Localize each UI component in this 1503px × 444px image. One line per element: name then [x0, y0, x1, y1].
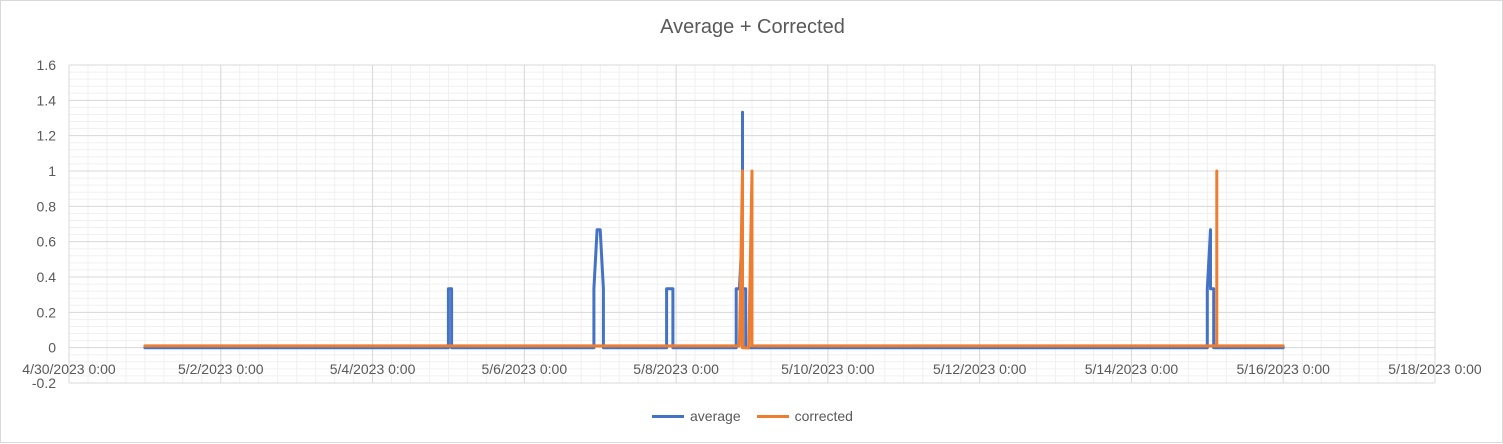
legend: average corrected — [1, 408, 1503, 424]
legend-label-average: average — [690, 408, 741, 424]
x-tick-label: 5/18/2023 0:00 — [1388, 361, 1482, 377]
series-line-average — [143, 110, 1285, 350]
x-tick-label: 4/30/2023 0:00 — [22, 361, 116, 377]
x-tick-label: 5/12/2023 0:00 — [933, 361, 1027, 377]
x-tick-label: 5/14/2023 0:00 — [1085, 361, 1179, 377]
chart-title: Average + Corrected — [660, 16, 845, 38]
x-axis-tick-labels: 4/30/2023 0:00 5/2/2023 0:00 5/4/2023 0:00… — [22, 361, 1482, 377]
legend-item-average: average — [652, 408, 741, 424]
series-lines — [143, 110, 1285, 350]
y-tick-label: 1.6 — [37, 57, 57, 73]
x-tick-label: 5/4/2023 0:00 — [330, 361, 416, 377]
x-tick-label: 5/10/2023 0:00 — [781, 361, 875, 377]
x-tick-label: 5/16/2023 0:00 — [1237, 361, 1331, 377]
y-tick-label: 0.4 — [37, 269, 57, 285]
legend-swatch-corrected — [756, 414, 789, 418]
series-line-corrected — [143, 169, 1285, 350]
y-tick-label: 0 — [48, 340, 56, 356]
legend-item-corrected: corrected — [756, 408, 853, 424]
y-tick-label: 0.6 — [37, 234, 57, 250]
legend-label-corrected: corrected — [794, 408, 853, 424]
y-axis-tick-labels: -0.2 0 0.2 0.4 0.6 0.8 1 1.2 1.4 1.6 — [32, 57, 56, 391]
y-tick-label: 0.2 — [37, 304, 57, 320]
x-tick-label: 5/2/2023 0:00 — [178, 361, 264, 377]
y-tick-label: 1 — [48, 163, 56, 179]
y-tick-label: 1.4 — [37, 92, 57, 108]
y-tick-label: -0.2 — [32, 375, 56, 391]
y-tick-label: 1.2 — [37, 128, 57, 144]
x-tick-label: 5/8/2023 0:00 — [633, 361, 719, 377]
legend-swatch-average — [652, 414, 685, 418]
x-tick-label: 5/6/2023 0:00 — [482, 361, 568, 377]
y-tick-label: 0.8 — [37, 198, 57, 214]
